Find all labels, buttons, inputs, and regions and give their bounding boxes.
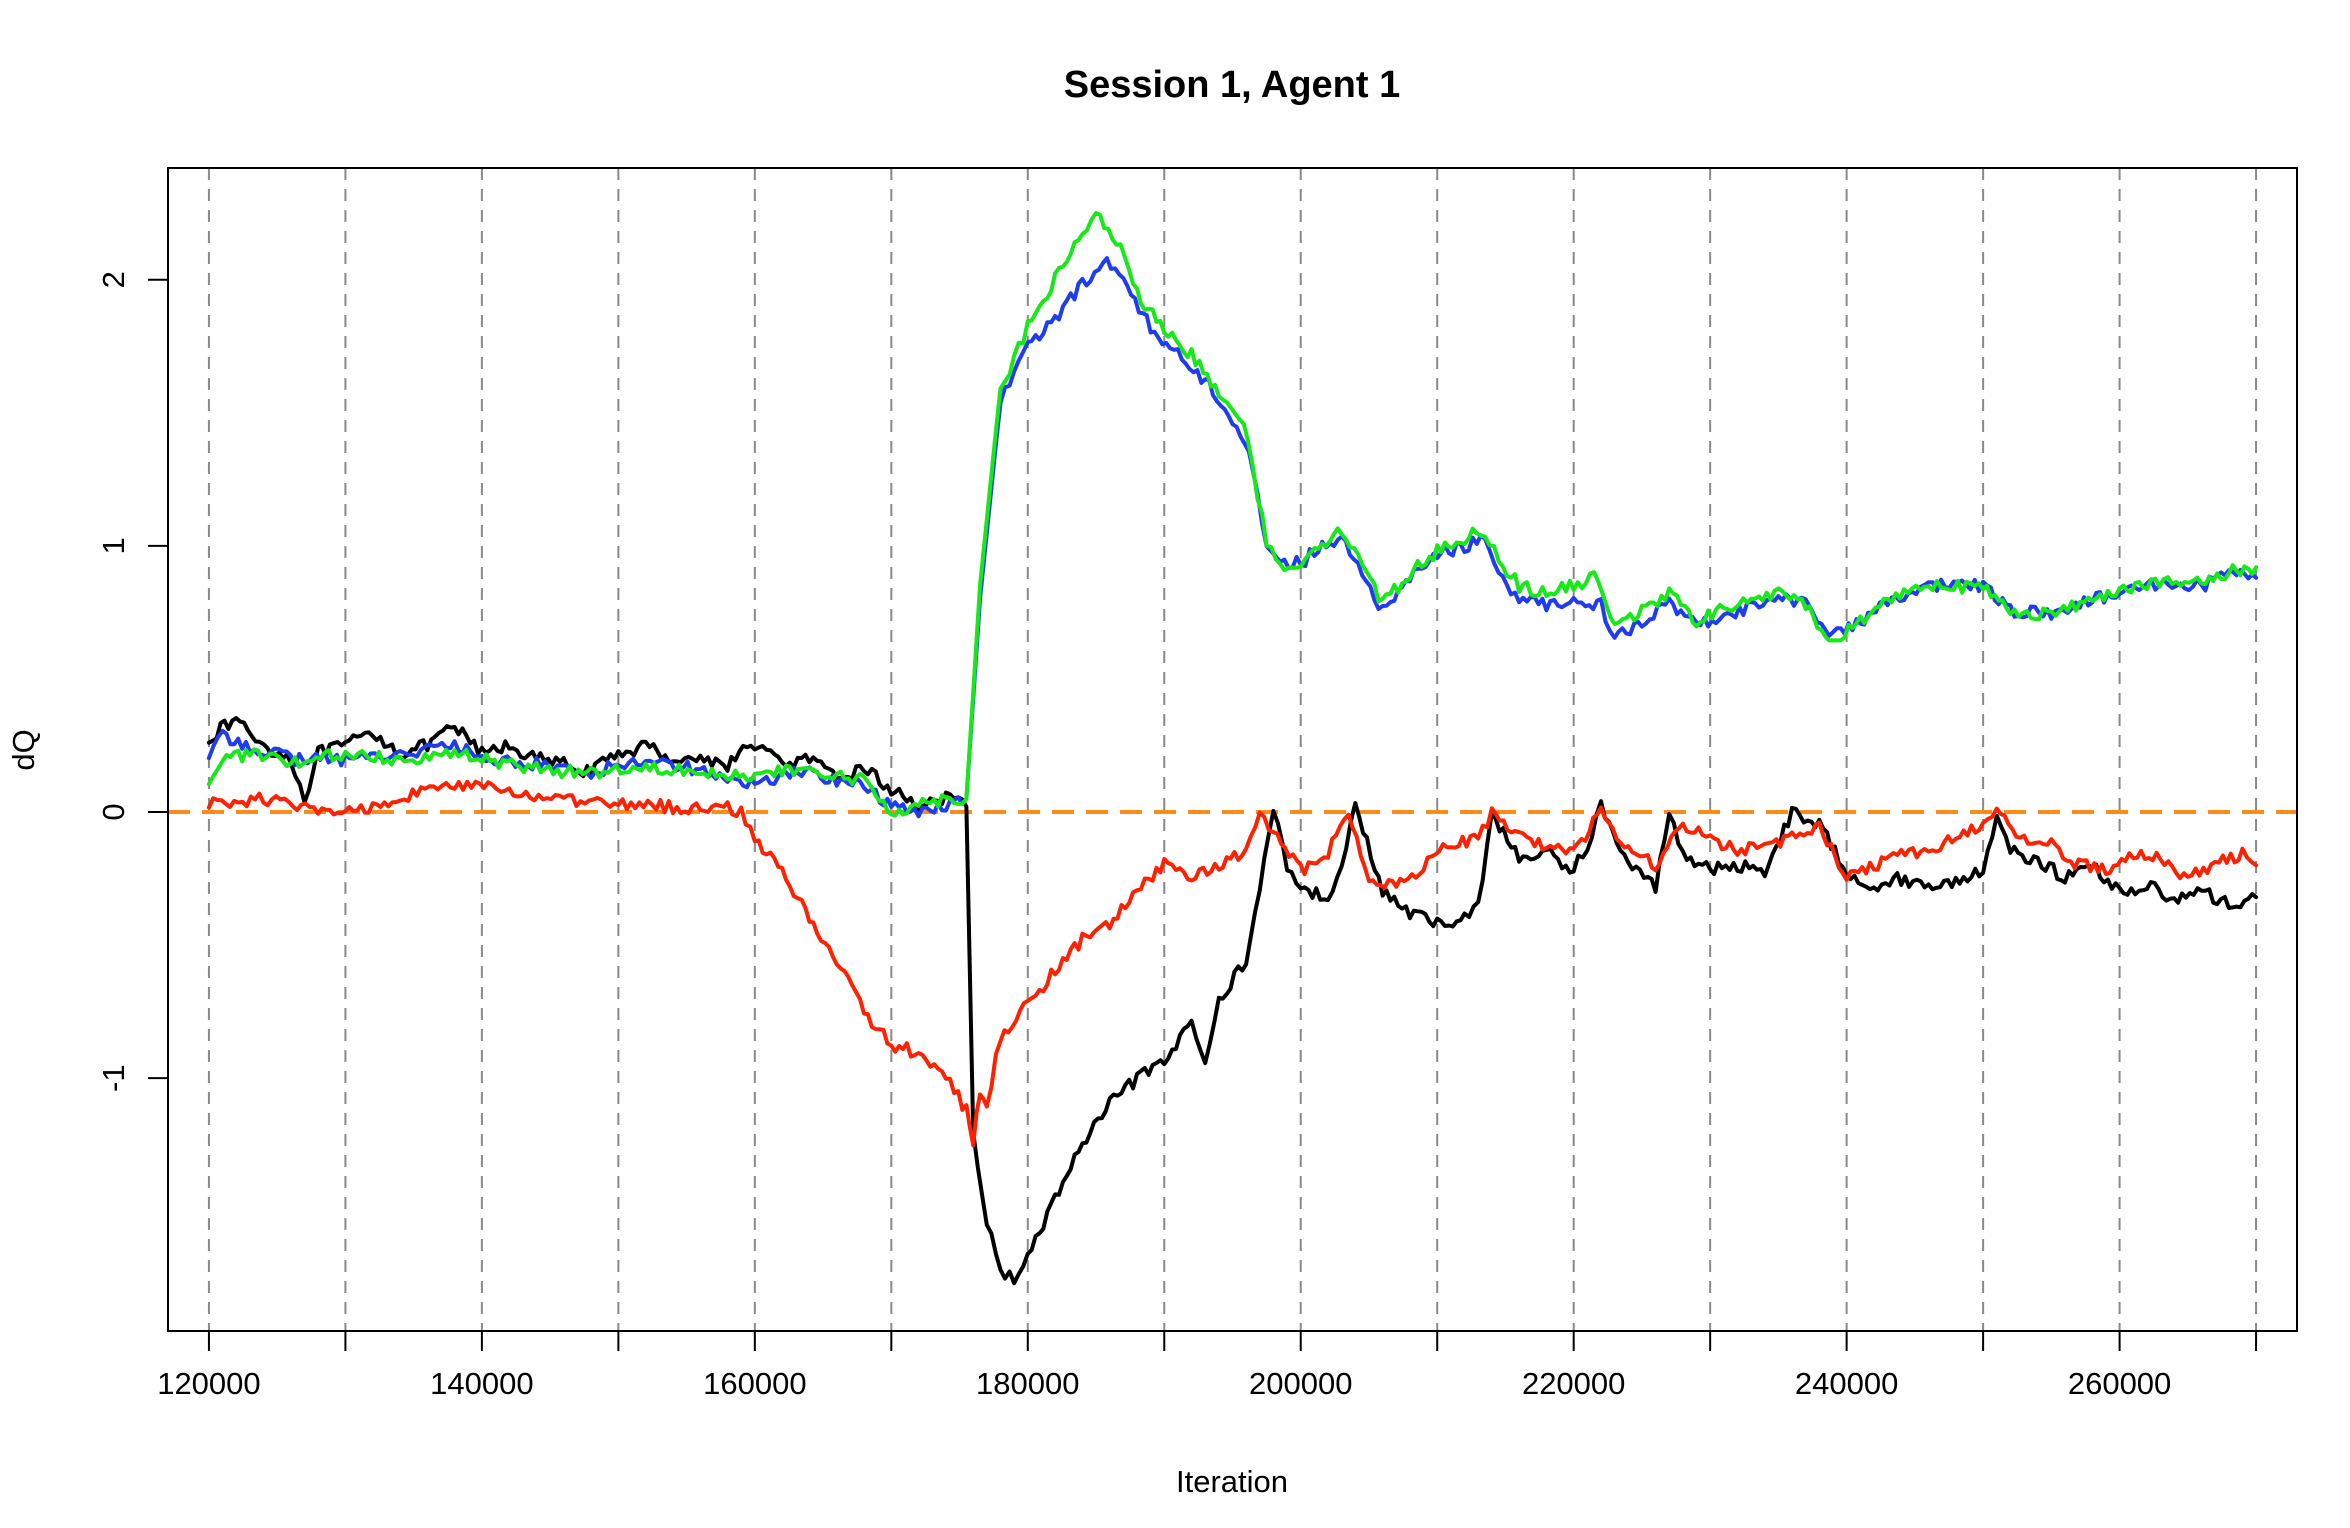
x-tick-label: 160000 (703, 1366, 806, 1401)
vertical-gridlines (207, 168, 2258, 1331)
chart-title: Session 1, Agent 1 (1064, 64, 1400, 106)
y-tick-label: 2 (96, 271, 131, 288)
y-tick-label: 0 (96, 803, 131, 820)
series-line (206, 211, 2259, 818)
x-axis-label: Iteration (1176, 1464, 1288, 1499)
y-tick-label: -1 (96, 1064, 131, 1092)
y-tick-label: 1 (96, 537, 131, 554)
x-axis: 120000 140000 160000 180000 200000 220000 2400… (157, 1331, 2258, 1401)
x-tick-label: 180000 (976, 1366, 1079, 1401)
x-tick-label: 240000 (1795, 1366, 1898, 1401)
plot-frame (167, 167, 2298, 1332)
series-line (206, 779, 2259, 1148)
x-tick-label: 260000 (2068, 1366, 2171, 1401)
x-tick-label: 120000 (157, 1366, 260, 1401)
series-layer (206, 211, 2259, 1286)
series-line (206, 256, 2259, 819)
y-axis-label: dQ (6, 729, 41, 770)
x-tick-label: 140000 (430, 1366, 533, 1401)
x-tick-label: 200000 (1249, 1366, 1352, 1401)
y-axis: -1 0 1 2 (96, 271, 168, 1092)
x-tick-label: 220000 (1522, 1366, 1625, 1401)
series-line (206, 716, 2259, 1286)
